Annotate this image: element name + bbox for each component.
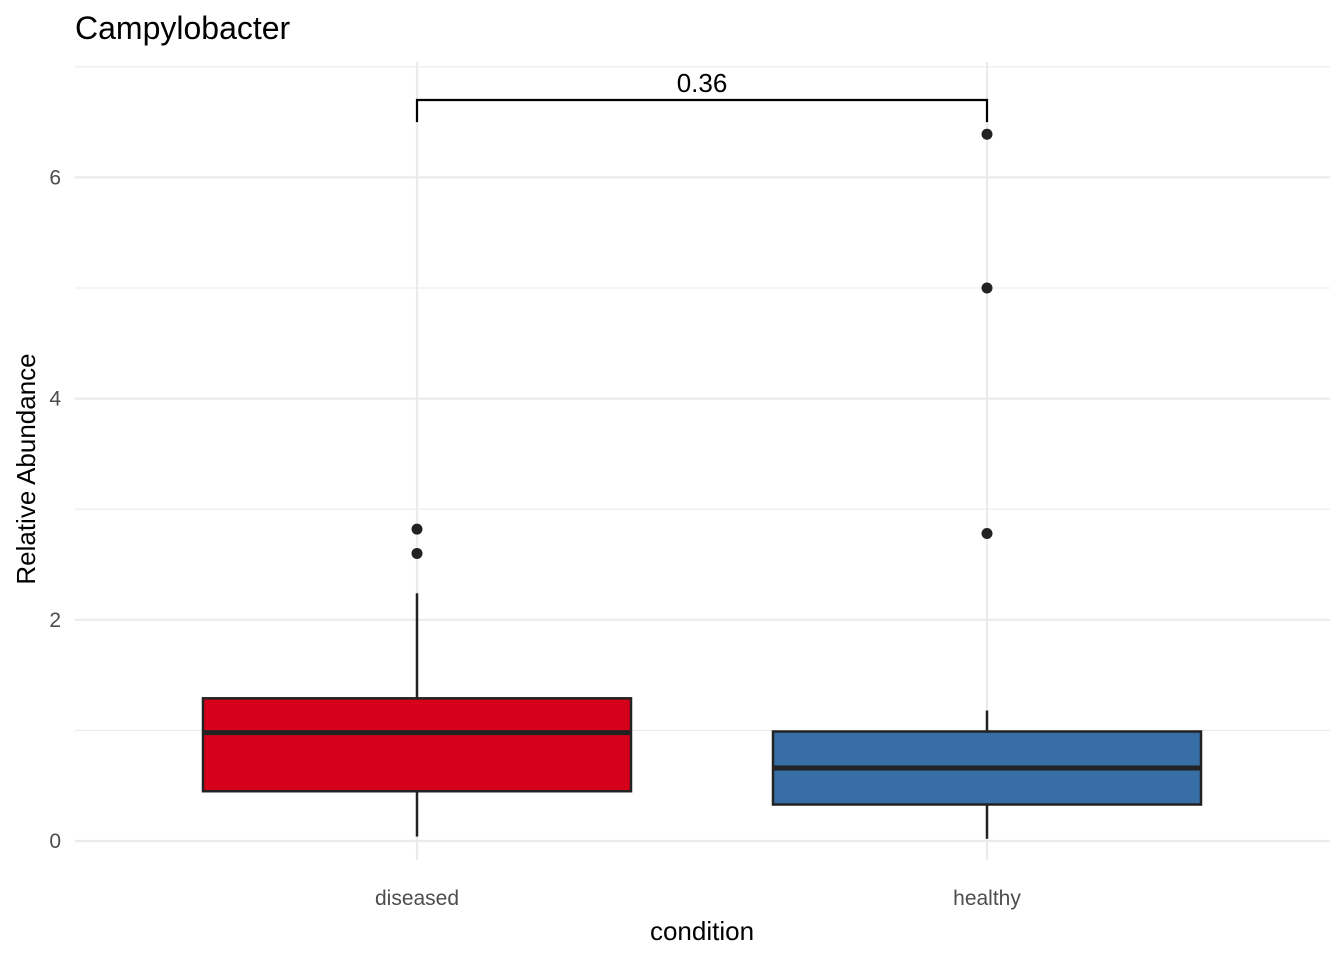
y-tick-label: 4 bbox=[49, 388, 61, 411]
y-axis-title: Relative Abundance bbox=[11, 353, 41, 584]
y-tick-label: 2 bbox=[49, 609, 61, 632]
outlier-point bbox=[981, 128, 993, 140]
outlier-point bbox=[981, 528, 993, 540]
p-value-label: 0.36 bbox=[677, 68, 728, 98]
x-axis-title: condition bbox=[650, 916, 754, 946]
outlier-point bbox=[411, 523, 423, 535]
box-diseased bbox=[201, 523, 633, 837]
y-tick-label: 6 bbox=[49, 166, 61, 189]
significance-annotations: 0.36 bbox=[415, 68, 989, 123]
significance-bracket bbox=[415, 98, 989, 123]
chart-title: Campylobacter bbox=[75, 10, 291, 46]
x-tick-label: healthy bbox=[953, 887, 1021, 910]
y-tick-label: 0 bbox=[49, 830, 61, 853]
box-iqr bbox=[201, 697, 633, 793]
box-healthy bbox=[771, 128, 1203, 839]
tick-labels: 0 2 4 6 diseased healthy bbox=[49, 166, 1021, 910]
outlier-point bbox=[411, 547, 423, 559]
boxes bbox=[201, 128, 1203, 839]
x-tick-label: diseased bbox=[375, 887, 459, 910]
outlier-point bbox=[981, 282, 993, 294]
